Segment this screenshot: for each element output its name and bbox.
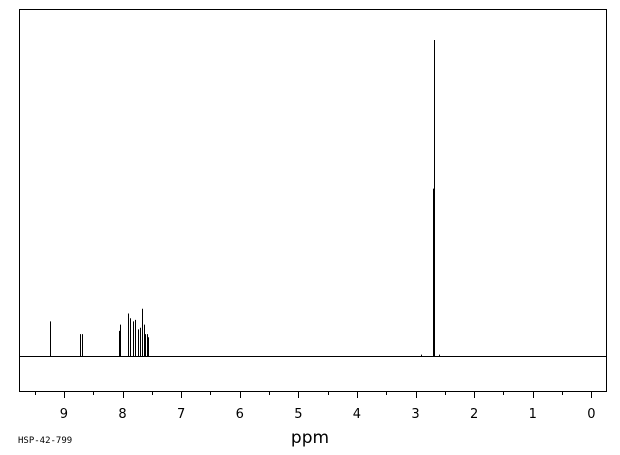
x-tick-label: 5: [294, 407, 302, 422]
x-tick-label: 9: [60, 407, 68, 422]
x-tick-label: 3: [411, 407, 419, 422]
x-tick-label: 7: [177, 407, 185, 422]
sample-id-label: HSP-42-799: [18, 436, 73, 446]
x-tick-label: 6: [236, 407, 244, 422]
x-tick-label: 8: [118, 407, 126, 422]
x-tick-label: 4: [353, 407, 361, 422]
x-axis-ticks: [35, 391, 592, 398]
x-tick-label: 2: [470, 407, 478, 422]
spectrum-peaks: [50, 40, 440, 357]
x-axis-tick-labels: 9 8 7 6 5 4 3 2 1 0: [60, 407, 596, 422]
plot-frame: [19, 9, 607, 392]
x-axis-label: ppm: [290, 428, 330, 448]
x-tick-label: 1: [529, 407, 537, 422]
x-tick-label: 0: [587, 407, 595, 422]
